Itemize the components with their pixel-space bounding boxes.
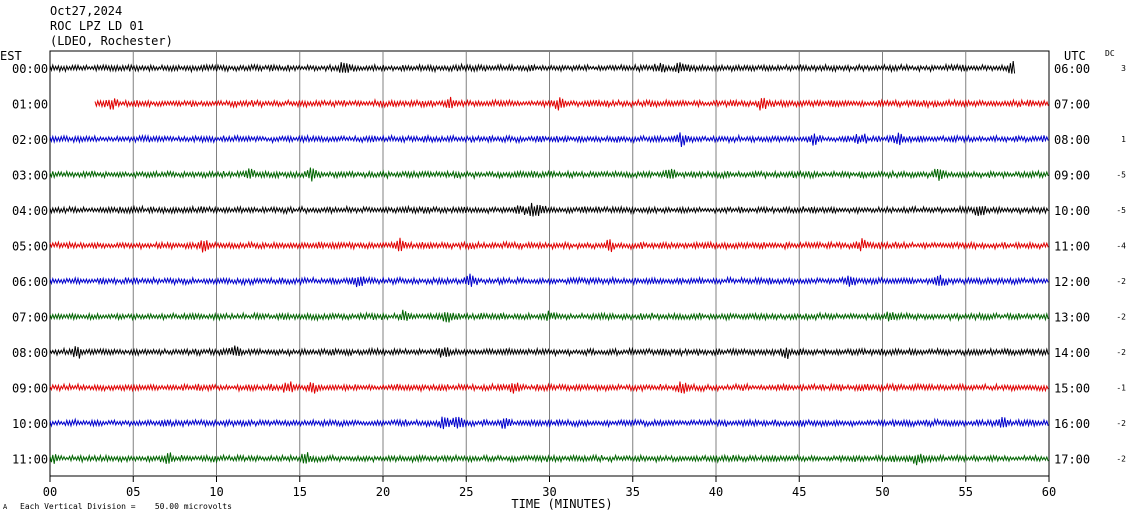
utc-label: 08:00	[1054, 133, 1090, 147]
utc-label: 17:00	[1054, 453, 1090, 467]
right-zone-label: UTC	[1064, 49, 1086, 63]
dc-value: -2	[1116, 277, 1126, 286]
dc-value: -1	[1116, 384, 1126, 393]
x-tick-label: 05	[126, 485, 140, 499]
est-label: 11:00	[12, 453, 48, 467]
trace-0300	[49, 167, 1049, 182]
trace-0100	[94, 96, 1049, 111]
utc-label: 09:00	[1054, 169, 1090, 183]
est-label: 01:00	[12, 98, 48, 112]
utc-label: 13:00	[1054, 311, 1090, 325]
est-label: 05:00	[12, 240, 48, 254]
dc-label: DC	[1105, 49, 1115, 58]
trace-0200	[49, 132, 1049, 147]
trace-0000	[49, 61, 1016, 74]
est-label: 00:00	[12, 62, 48, 76]
x-tick-label: 60	[1042, 485, 1056, 499]
x-tick-label: 50	[875, 485, 889, 499]
dc-value: -2	[1116, 455, 1126, 464]
seismic-traces	[49, 61, 1049, 466]
est-label: 10:00	[12, 417, 48, 431]
x-tick-label: 20	[376, 485, 390, 499]
x-tick-label: 15	[293, 485, 307, 499]
x-tick-label: 45	[792, 485, 806, 499]
est-label: 04:00	[12, 204, 48, 218]
x-tick-label: 00	[43, 485, 57, 499]
dc-value: 1	[1121, 135, 1126, 144]
trace-0600	[49, 273, 1049, 288]
header-station: ROC LPZ LD 01	[50, 19, 144, 33]
row-labels: 00:00 06:00 3 01:00 07:00 02:00 08:00 1 03:00 09:…	[12, 62, 1126, 467]
utc-label: 06:00	[1054, 62, 1090, 76]
utc-label: 15:00	[1054, 382, 1090, 396]
x-tick-label: 40	[709, 485, 723, 499]
footer-mark: A	[3, 503, 8, 511]
x-tick-label: 25	[459, 485, 473, 499]
header-network: (LDEO, Rochester)	[50, 34, 173, 48]
trace-0800	[49, 345, 1049, 359]
est-label: 02:00	[12, 133, 48, 147]
utc-label: 16:00	[1054, 417, 1090, 431]
utc-label: 11:00	[1054, 240, 1090, 254]
est-label: 08:00	[12, 346, 48, 360]
plot-grid	[49, 50, 1050, 477]
utc-label: 10:00	[1054, 204, 1090, 218]
trace-0400	[49, 202, 1049, 217]
dc-value: -2	[1116, 313, 1126, 322]
trace-0500	[49, 237, 1049, 253]
dc-value: -2	[1116, 348, 1126, 357]
est-label: 07:00	[12, 311, 48, 325]
trace-1000	[49, 416, 1049, 430]
est-label: 06:00	[12, 275, 48, 289]
trace-0900	[49, 381, 1049, 394]
x-tick-label: 10	[209, 485, 223, 499]
est-label: 03:00	[12, 169, 48, 183]
dc-value: -5	[1116, 171, 1126, 180]
x-axis-ticks: 00 05 10 15 20 25 30 35 40 45 50 55 60	[43, 476, 1056, 499]
dc-value: -4	[1116, 242, 1126, 251]
x-tick-label: 30	[542, 485, 556, 499]
est-label: 09:00	[12, 382, 48, 396]
utc-label: 14:00	[1054, 346, 1090, 360]
x-tick-label: 35	[626, 485, 640, 499]
x-tick-label: 55	[959, 485, 973, 499]
utc-label: 07:00	[1054, 98, 1090, 112]
utc-label: 12:00	[1054, 275, 1090, 289]
left-zone-label: EST	[0, 49, 22, 63]
x-axis-label: TIME (MINUTES)	[511, 497, 612, 511]
header-date: Oct27,2024	[50, 4, 122, 18]
dc-value: -5	[1116, 206, 1126, 215]
footer-vertical-division: Each Vertical Division = 50.00 microvolt…	[20, 502, 232, 511]
dc-value: -2	[1116, 419, 1126, 428]
trace-0700	[49, 309, 1049, 323]
trace-1100	[49, 452, 1049, 466]
dc-value: 3	[1121, 64, 1126, 73]
